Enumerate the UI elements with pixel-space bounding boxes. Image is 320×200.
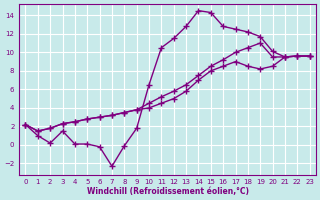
X-axis label: Windchill (Refroidissement éolien,°C): Windchill (Refroidissement éolien,°C) bbox=[86, 187, 249, 196]
